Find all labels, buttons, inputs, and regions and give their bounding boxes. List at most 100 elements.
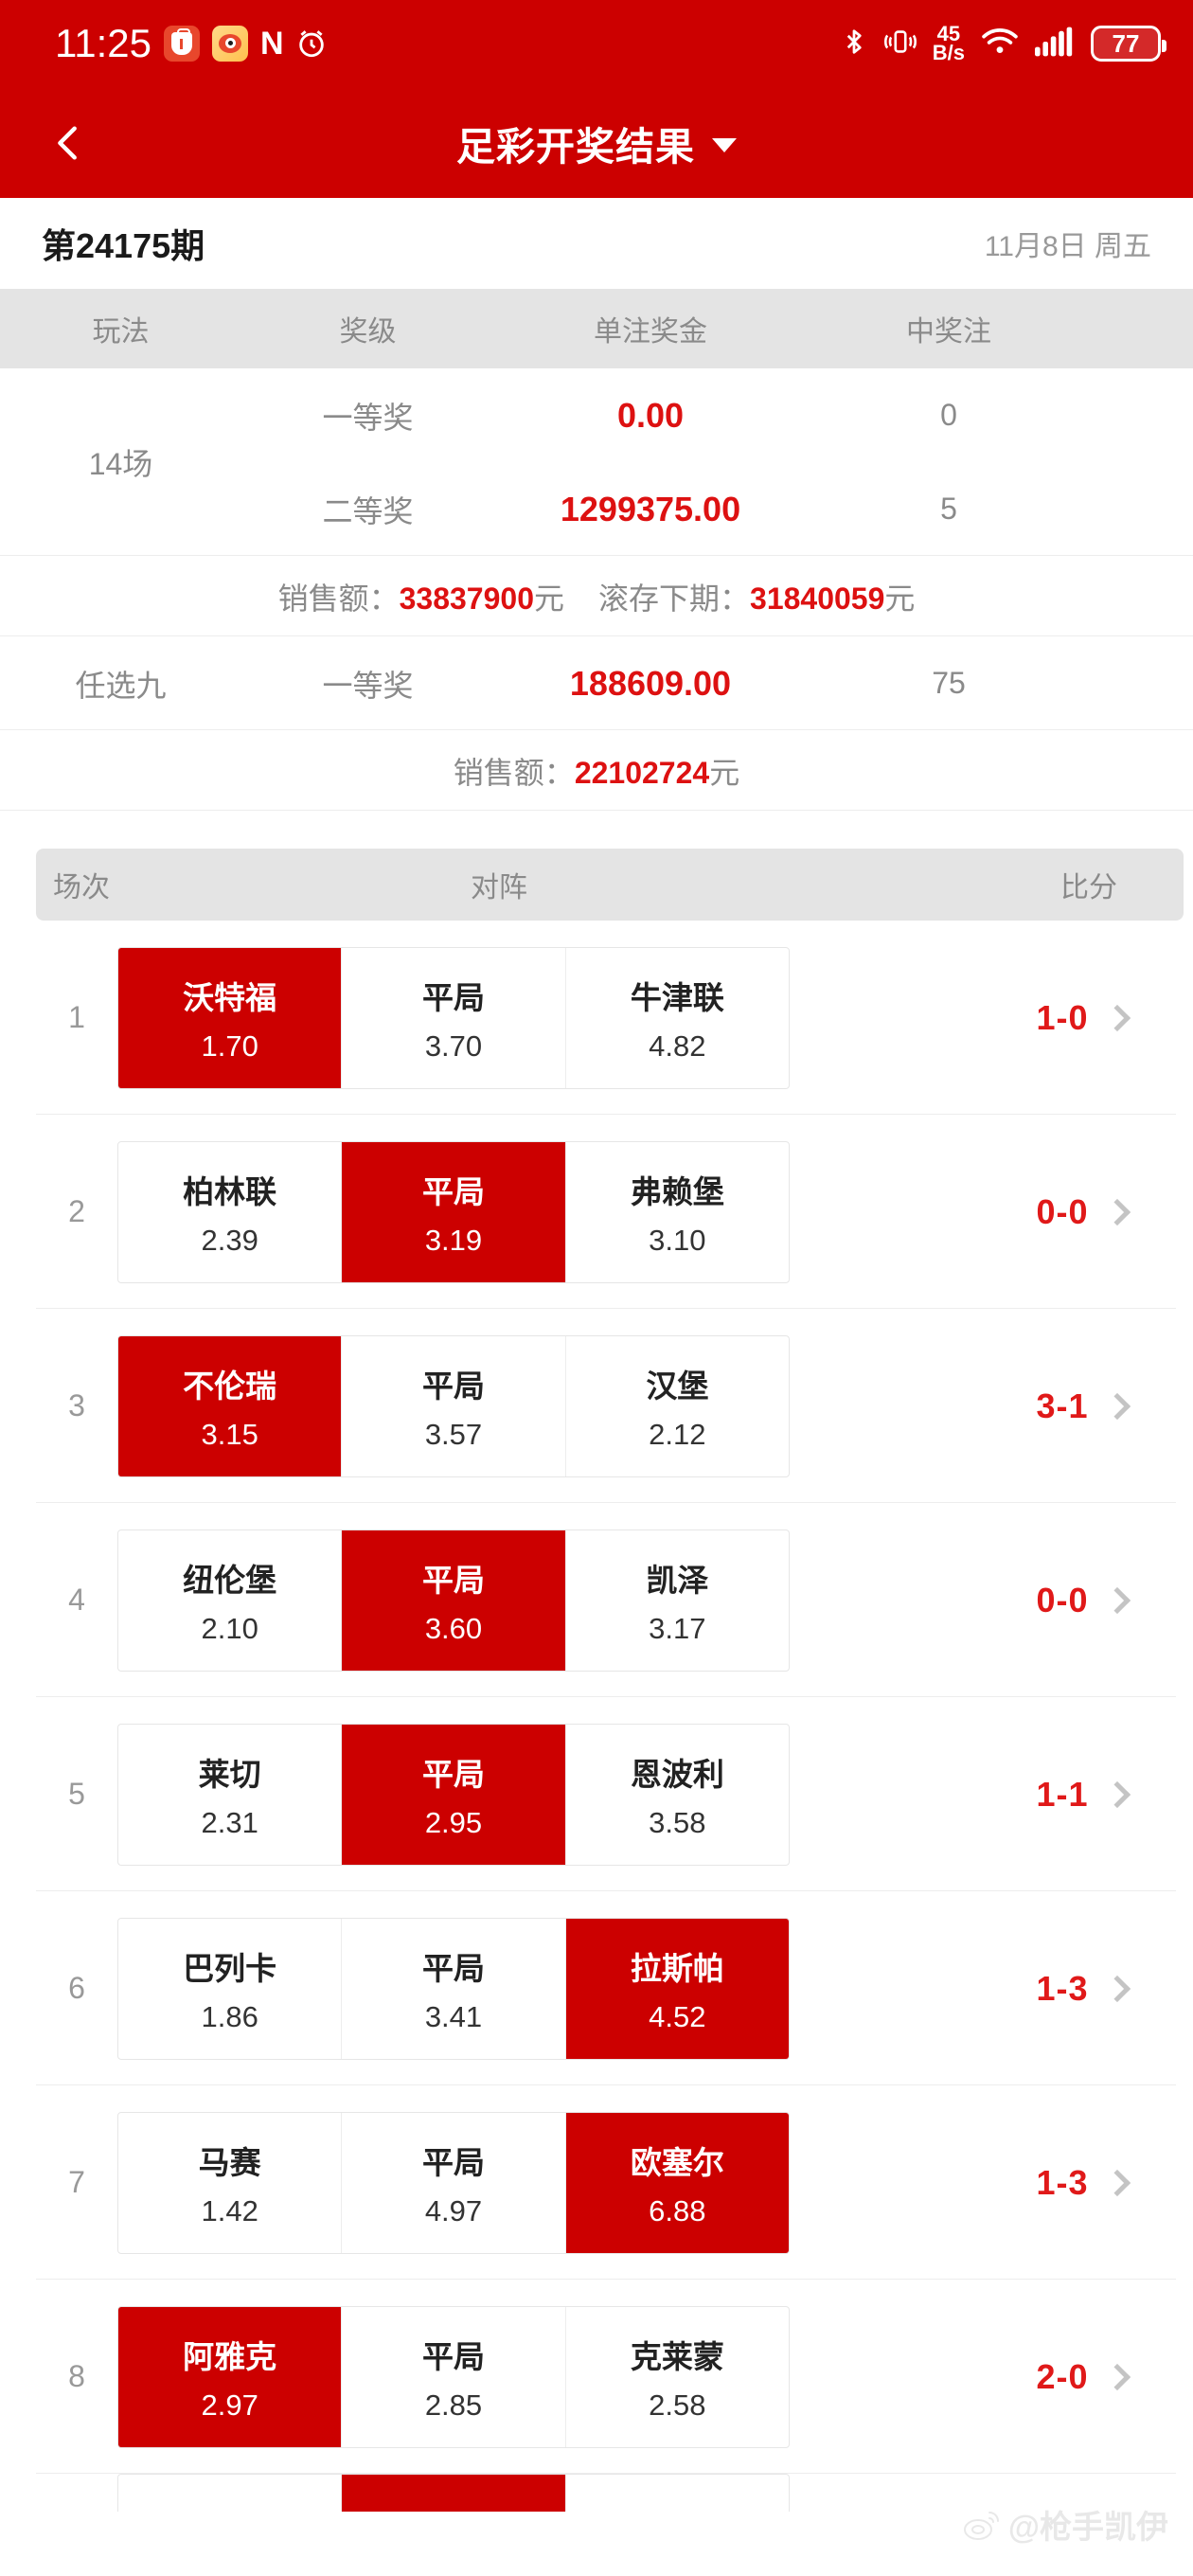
draw-cell[interactable]: 平局 3.57: [342, 1335, 566, 1476]
match-score-group[interactable]: 1-3: [987, 2163, 1176, 2203]
draw-cell[interactable]: 平局 3.41: [342, 1918, 566, 2059]
odds-value: 3.70: [424, 1029, 483, 1063]
network-speed-value: 45: [936, 21, 961, 45]
match-row[interactable]: [0, 2474, 1193, 2512]
draw-cell[interactable]: 平局 3.70: [342, 947, 566, 1088]
team-name: 平局: [421, 1562, 485, 1598]
team-name: 平局: [421, 1173, 485, 1209]
draw-cell[interactable]: 平局 2.95: [342, 1724, 566, 1865]
home-team-cell[interactable]: 莱切 2.31: [118, 1724, 343, 1865]
match-odds-group: 不伦瑞 3.15 平局 3.57 汉堡 2.12: [117, 1334, 790, 1477]
home-team-cell[interactable]: [118, 2475, 343, 2512]
prize-count: 0: [940, 398, 957, 432]
bluetooth-icon: [840, 25, 868, 63]
rollover-value: 31840059: [750, 581, 885, 616]
match-score-group[interactable]: 1-3: [987, 1969, 1176, 2009]
chevron-right-icon[interactable]: [1103, 2363, 1131, 2390]
chevron-right-icon[interactable]: [1103, 1004, 1131, 1031]
home-team-cell[interactable]: 阿雅克 2.97: [118, 2306, 343, 2447]
prize-row: 二等奖 1299375.00 5: [241, 462, 1193, 556]
team-name: 平局: [421, 979, 485, 1015]
away-team-cell[interactable]: 汉堡 2.12: [566, 1336, 789, 1476]
away-team-cell[interactable]: 弗赖堡 3.10: [566, 1142, 789, 1282]
chevron-right-icon[interactable]: [1103, 1780, 1131, 1808]
home-team-cell[interactable]: 柏林联 2.39: [118, 1141, 343, 1282]
prize-rows: 一等奖 0.00 0 二等奖 1299375.00 5: [241, 368, 1193, 556]
match-row[interactable]: 6 巴列卡 1.86 平局 3.41 拉斯帕 4.52 1-3: [0, 1891, 1193, 2085]
prize-rows: 一等奖 188609.00 75: [241, 636, 1193, 730]
match-index: 6: [68, 1971, 85, 2005]
odds-value: 1.86: [201, 1999, 258, 2033]
match-score: 1-0: [1036, 997, 1089, 1037]
battery-percent: 77: [1112, 28, 1140, 58]
home-team-cell[interactable]: 沃特福 1.70: [118, 947, 343, 1088]
caret-down-icon[interactable]: [712, 138, 737, 152]
sales-label: 销售额：: [453, 755, 575, 790]
odds-value: 3.19: [424, 1223, 483, 1257]
odds-value: 3.15: [201, 1417, 258, 1451]
draw-cell[interactable]: 平局 2.85: [342, 2306, 566, 2447]
team-name: 牛津联: [630, 979, 724, 1015]
away-team-cell[interactable]: [566, 2475, 789, 2512]
draw-cell[interactable]: 平局 3.60: [342, 1530, 566, 1671]
battery-icon: 77: [1091, 26, 1166, 62]
chevron-right-icon[interactable]: [1103, 2169, 1131, 2196]
odds-value: 2.95: [424, 1805, 483, 1839]
odds-value: 2.31: [201, 1805, 258, 1839]
chevron-right-icon[interactable]: [1103, 1586, 1131, 1614]
match-odds-group: 阿雅克 2.97 平局 2.85 克莱蒙 2.58: [117, 2305, 790, 2448]
match-score-group[interactable]: 0-0: [987, 1581, 1176, 1620]
home-team-cell[interactable]: 纽伦堡 2.10: [118, 1530, 343, 1671]
match-score-group[interactable]: 0-0: [987, 1192, 1176, 1232]
status-clock: 11:25: [55, 21, 151, 65]
home-team-cell[interactable]: 巴列卡 1.86: [118, 1918, 343, 2059]
match-score-group[interactable]: 1-1: [987, 1775, 1176, 1815]
home-team-cell[interactable]: 不伦瑞 3.15: [118, 1335, 343, 1476]
match-row[interactable]: 8 阿雅克 2.97 平局 2.85 克莱蒙 2.58 2-0: [0, 2280, 1193, 2474]
match-row[interactable]: 4 纽伦堡 2.10 平局 3.60 凯泽 3.17 0-0: [0, 1503, 1193, 1697]
draw-cell[interactable]: [342, 2475, 566, 2512]
home-team-cell[interactable]: 马赛 1.42: [118, 2112, 343, 2253]
chevron-right-icon[interactable]: [1103, 1392, 1131, 1420]
match-row[interactable]: 7 马赛 1.42 平局 4.97 欧塞尔 6.88 1-3: [0, 2085, 1193, 2280]
match-row[interactable]: 5 莱切 2.31 平局 2.95 恩波利 3.58 1-1: [0, 1697, 1193, 1891]
odds-value: 3.17: [649, 1611, 706, 1645]
match-row[interactable]: 1 沃特福 1.70 平局 3.70 牛津联 4.82 1-0: [0, 921, 1193, 1115]
away-team-cell[interactable]: 拉斯帕 4.52: [565, 1918, 789, 2059]
odds-value: 4.82: [649, 1029, 706, 1063]
match-row[interactable]: 3 不伦瑞 3.15 平局 3.57 汉堡 2.12 3-1: [0, 1309, 1193, 1503]
match-score-group[interactable]: 2-0: [987, 2357, 1176, 2397]
match-list: 1 沃特福 1.70 平局 3.70 牛津联 4.82 1-0 2 柏林联 2.39 平局 3.19 弗赖…: [0, 921, 1193, 2512]
rollover-unit: 元: [884, 581, 916, 616]
chevron-right-icon[interactable]: [1103, 1198, 1131, 1225]
app-bar: 足彩开奖结果: [0, 87, 1193, 198]
away-team-cell[interactable]: 凯泽 3.17: [566, 1530, 789, 1671]
match-score-group[interactable]: 3-1: [987, 1386, 1176, 1426]
team-name: 莱切: [198, 1756, 261, 1792]
odds-value: 3.60: [424, 1611, 483, 1645]
app-bar-title-group[interactable]: 足彩开奖结果: [456, 115, 737, 171]
sales-amount-segment: 销售额：22102724元: [454, 749, 739, 793]
match-header-index: 场次: [53, 872, 110, 903]
sales-unit: 元: [709, 755, 740, 790]
chevron-right-icon[interactable]: [1103, 1975, 1131, 2002]
away-team-cell[interactable]: 欧塞尔 6.88: [565, 2112, 789, 2253]
draw-cell[interactable]: 平局 4.97: [342, 2112, 566, 2253]
match-row[interactable]: 2 柏林联 2.39 平局 3.19 弗赖堡 3.10 0-0: [0, 1115, 1193, 1309]
match-index: 2: [68, 1194, 85, 1228]
team-name: 柏林联: [183, 1173, 277, 1209]
team-name: 恩波利: [630, 1756, 724, 1792]
away-team-cell[interactable]: 恩波利 3.58: [566, 1725, 789, 1865]
draw-cell[interactable]: 平局 3.19: [342, 1141, 566, 1282]
team-name: 纽伦堡: [183, 1562, 277, 1598]
odds-value: 2.97: [201, 2388, 258, 2422]
away-team-cell[interactable]: 牛津联 4.82: [566, 948, 789, 1088]
away-team-cell[interactable]: 克莱蒙 2.58: [566, 2307, 789, 2447]
issue-number: 第24175期: [42, 226, 205, 265]
match-score: 2-0: [1036, 2356, 1089, 2396]
team-name: 沃特福: [183, 979, 277, 1015]
back-button[interactable]: [42, 116, 95, 170]
match-score-group[interactable]: 1-0: [987, 998, 1176, 1038]
match-odds-group: 巴列卡 1.86 平局 3.41 拉斯帕 4.52: [117, 1917, 790, 2060]
odds-value: 2.58: [649, 2388, 706, 2422]
